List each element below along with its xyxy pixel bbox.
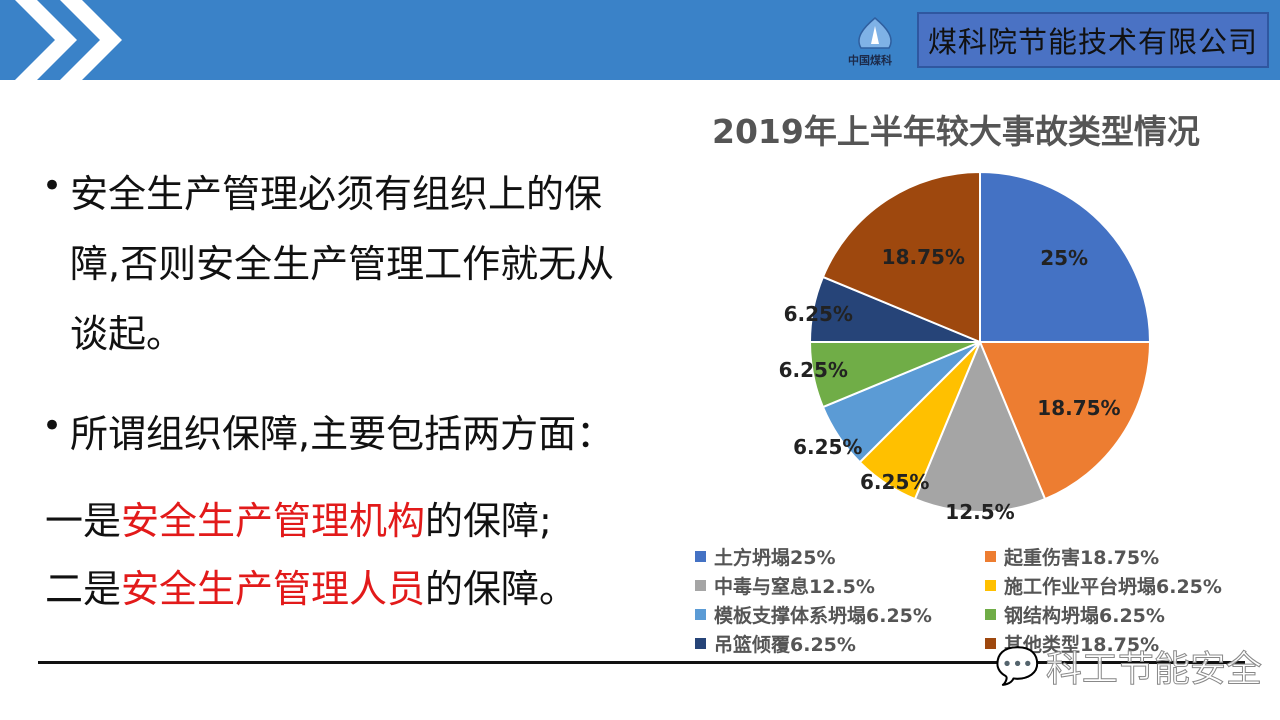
legend-label: 其他类型18.75% <box>1004 634 1160 656</box>
company-logo-icon <box>858 17 892 49</box>
text-line: 安全生产管理必须有组织上的保 <box>70 172 603 216</box>
legend-item: 吊篮倾覆6.25% <box>695 630 856 657</box>
logo-text: 中国煤科 <box>848 54 892 67</box>
legend-swatch <box>985 638 996 649</box>
header-bar: 中国煤科 煤科院节能技术有限公司 <box>0 0 1280 80</box>
divider <box>38 661 1245 664</box>
highlight-text: 安全生产管理人员 <box>121 567 426 611</box>
highlight-text: 安全生产管理机构 <box>121 499 426 543</box>
data-label: 6.25% <box>779 358 848 382</box>
double-chevron-icon <box>15 0 122 80</box>
legend-label: 起重伤害18.75% <box>1004 547 1160 569</box>
data-label: 12.5% <box>945 500 1014 524</box>
legend-swatch <box>695 609 706 620</box>
company-name: 煤科院节能技术有限公司 <box>917 12 1269 68</box>
data-label: 6.25% <box>784 302 853 326</box>
legend-swatch <box>695 551 706 562</box>
legend-item: 其他类型18.75% <box>985 630 1159 657</box>
legend-label: 模板支撑体系坍塌6.25% <box>714 605 932 627</box>
watermark-text: 科工节能安全 <box>1045 649 1262 691</box>
legend-label: 吊篮倾覆6.25% <box>714 634 856 656</box>
legend-swatch <box>695 580 706 591</box>
data-label: 25% <box>1040 246 1088 270</box>
data-label: 6.25% <box>793 435 862 459</box>
text-line: 谈起。 <box>70 312 185 356</box>
data-label: 6.25% <box>860 470 929 494</box>
legend-item: 起重伤害18.75% <box>985 543 1159 570</box>
data-label: 18.75% <box>1037 396 1120 420</box>
text: 一是 <box>45 499 122 543</box>
legend-item: 施工作业平台坍塌6.25% <box>985 572 1222 599</box>
pie-slice-7 <box>821 170 981 344</box>
pie-slice-1 <box>978 341 1152 501</box>
wechat-icon: 💬 <box>995 646 1041 688</box>
legend-swatch <box>985 609 996 620</box>
legend-item: 土方坍塌25% <box>695 543 835 570</box>
legend-swatch <box>695 638 706 649</box>
text-line: 障,否则安全生产管理工作就无从 <box>70 242 615 286</box>
legend-swatch <box>985 551 996 562</box>
text: 的保障。 <box>425 567 578 611</box>
text-line: 二是安全生产管理人员的保障。 <box>45 558 577 613</box>
text-line: 所谓组织保障,主要包括两方面： <box>70 412 615 456</box>
legend-swatch <box>985 580 996 591</box>
chart-title: 2019年上半年较大事故类型情况 <box>712 112 1200 151</box>
pie-slice-2 <box>913 339 1047 513</box>
legend-label: 钢结构坍塌6.25% <box>1004 605 1165 627</box>
watermark: 💬 科工节能安全 <box>995 640 1263 692</box>
legend-label: 中毒与窒息12.5% <box>714 576 875 598</box>
legend-item: 中毒与窒息12.5% <box>695 572 875 599</box>
pie-slice-0 <box>979 170 1152 343</box>
bullet-dot: • <box>42 166 63 206</box>
data-label: 18.75% <box>882 245 965 269</box>
bullet-dot: • <box>42 406 63 446</box>
text-line: 一是安全生产管理机构的保障; <box>45 490 552 545</box>
text: 的保障; <box>425 499 552 543</box>
legend-item: 模板支撑体系坍塌6.25% <box>695 601 932 628</box>
legend-label: 土方坍塌25% <box>714 547 836 569</box>
legend-item: 钢结构坍塌6.25% <box>985 601 1165 628</box>
text: 二是 <box>45 567 122 611</box>
legend-label: 施工作业平台坍塌6.25% <box>1004 576 1222 598</box>
